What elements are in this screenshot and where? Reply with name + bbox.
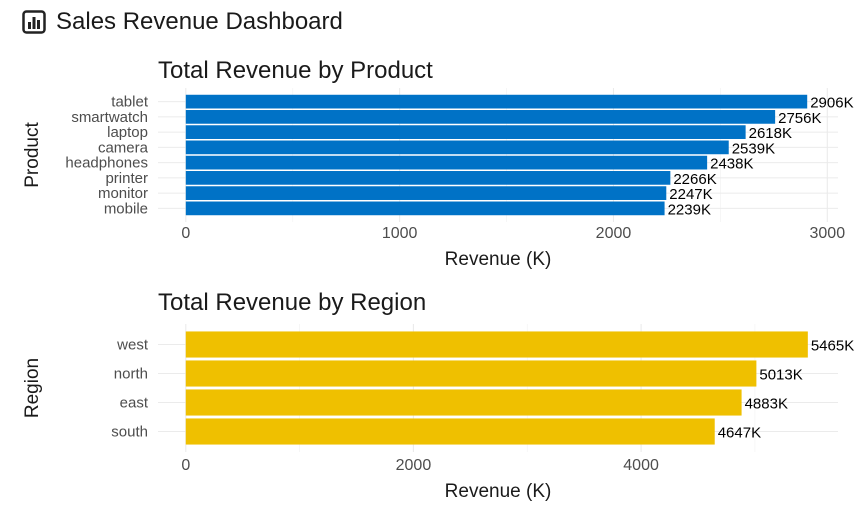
x-tick-label: 2000	[596, 225, 632, 242]
category-label-camera: camera	[98, 139, 149, 156]
bar-west	[185, 331, 808, 358]
category-label-mobile: mobile	[104, 200, 148, 217]
bar-smartwatch	[185, 110, 776, 124]
category-label-tablet: tablet	[111, 94, 149, 111]
data-label-mobile: 2239K	[668, 201, 711, 218]
data-label-west: 5465K	[811, 338, 854, 355]
data-label-laptop: 2618K	[749, 125, 792, 142]
bar-tablet	[185, 94, 808, 109]
y-axis-label: Region	[22, 358, 43, 418]
x-axis-label: Revenue (K)	[445, 481, 552, 502]
x-tick-label: 1000	[382, 225, 418, 242]
category-label-headphones: headphones	[65, 155, 148, 172]
bar-east	[185, 389, 742, 416]
data-label-south: 4647K	[718, 425, 761, 442]
x-axis-label: Revenue (K)	[445, 249, 552, 270]
bar-printer	[185, 171, 671, 185]
x-tick-label: 2000	[396, 457, 432, 474]
bar-camera	[185, 140, 729, 155]
data-label-east: 4883K	[745, 396, 788, 413]
category-label-west: west	[116, 337, 149, 354]
data-label-smartwatch: 2756K	[778, 110, 821, 127]
data-label-printer: 2266K	[673, 171, 716, 188]
dashboard-title: Sales Revenue Dashboard	[56, 8, 343, 35]
category-label-smartwatch: smartwatch	[71, 109, 148, 126]
chart-title: Total Revenue by Region	[158, 289, 426, 316]
category-label-north: north	[114, 366, 148, 383]
category-label-south: south	[111, 424, 148, 441]
x-tick-label: 4000	[623, 457, 659, 474]
category-label-east: east	[120, 395, 149, 412]
category-label-laptop: laptop	[107, 124, 148, 141]
x-tick-label: 0	[181, 225, 190, 242]
bar-mobile	[185, 201, 665, 216]
bar-chart-icon	[22, 10, 46, 34]
bar-south	[185, 418, 715, 445]
bar-monitor	[185, 186, 667, 200]
x-tick-label: 3000	[810, 225, 846, 242]
data-label-tablet: 2906K	[810, 95, 853, 112]
category-label-monitor: monitor	[98, 185, 148, 202]
x-tick-label: 0	[181, 457, 190, 474]
category-label-printer: printer	[105, 170, 148, 187]
y-axis-label: Product	[22, 122, 43, 188]
bar-north	[185, 360, 757, 387]
dashboard-header: Sales Revenue Dashboard	[22, 6, 343, 38]
data-label-camera: 2539K	[732, 140, 775, 157]
chart-2: Total Revenue by Region west 5465K north 501…	[22, 289, 854, 502]
data-label-monitor: 2247K	[669, 186, 712, 203]
bar-headphones	[185, 155, 708, 170]
data-label-north: 5013K	[759, 367, 802, 384]
data-label-headphones: 2438K	[710, 156, 753, 173]
chart-1: Total Revenue by Product tablet 2906K smart…	[22, 57, 854, 270]
bar-laptop	[185, 125, 746, 139]
chart-title: Total Revenue by Product	[158, 57, 433, 84]
